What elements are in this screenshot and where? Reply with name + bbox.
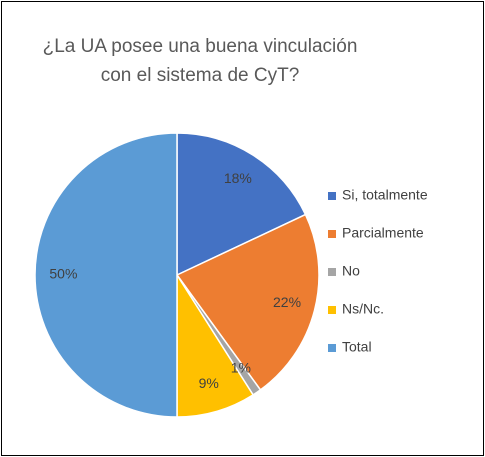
legend-label: Ns/Nc. (342, 301, 384, 317)
data-label: 22% (273, 294, 301, 310)
data-label: 18% (224, 170, 252, 186)
legend-label: No (342, 263, 360, 279)
legend-label: Parcialmente (342, 225, 424, 241)
data-label: 9% (199, 375, 219, 391)
legend-swatch (328, 344, 336, 352)
data-label: 1% (231, 360, 251, 376)
legend-swatch (328, 306, 336, 314)
legend-swatch (328, 268, 336, 276)
pie-slice (176, 132, 307, 277)
pie-slice (175, 213, 320, 391)
pie-slice (34, 132, 178, 418)
data-label: 50% (49, 266, 77, 282)
legend-swatch (328, 230, 336, 238)
legend-label: Si, totalmente (342, 187, 428, 203)
chart-title: ¿La UA posee una buena vinculación con e… (42, 36, 358, 86)
legend-swatch (328, 192, 336, 200)
pie-slice (176, 272, 255, 418)
legend-label: Total (342, 339, 372, 355)
